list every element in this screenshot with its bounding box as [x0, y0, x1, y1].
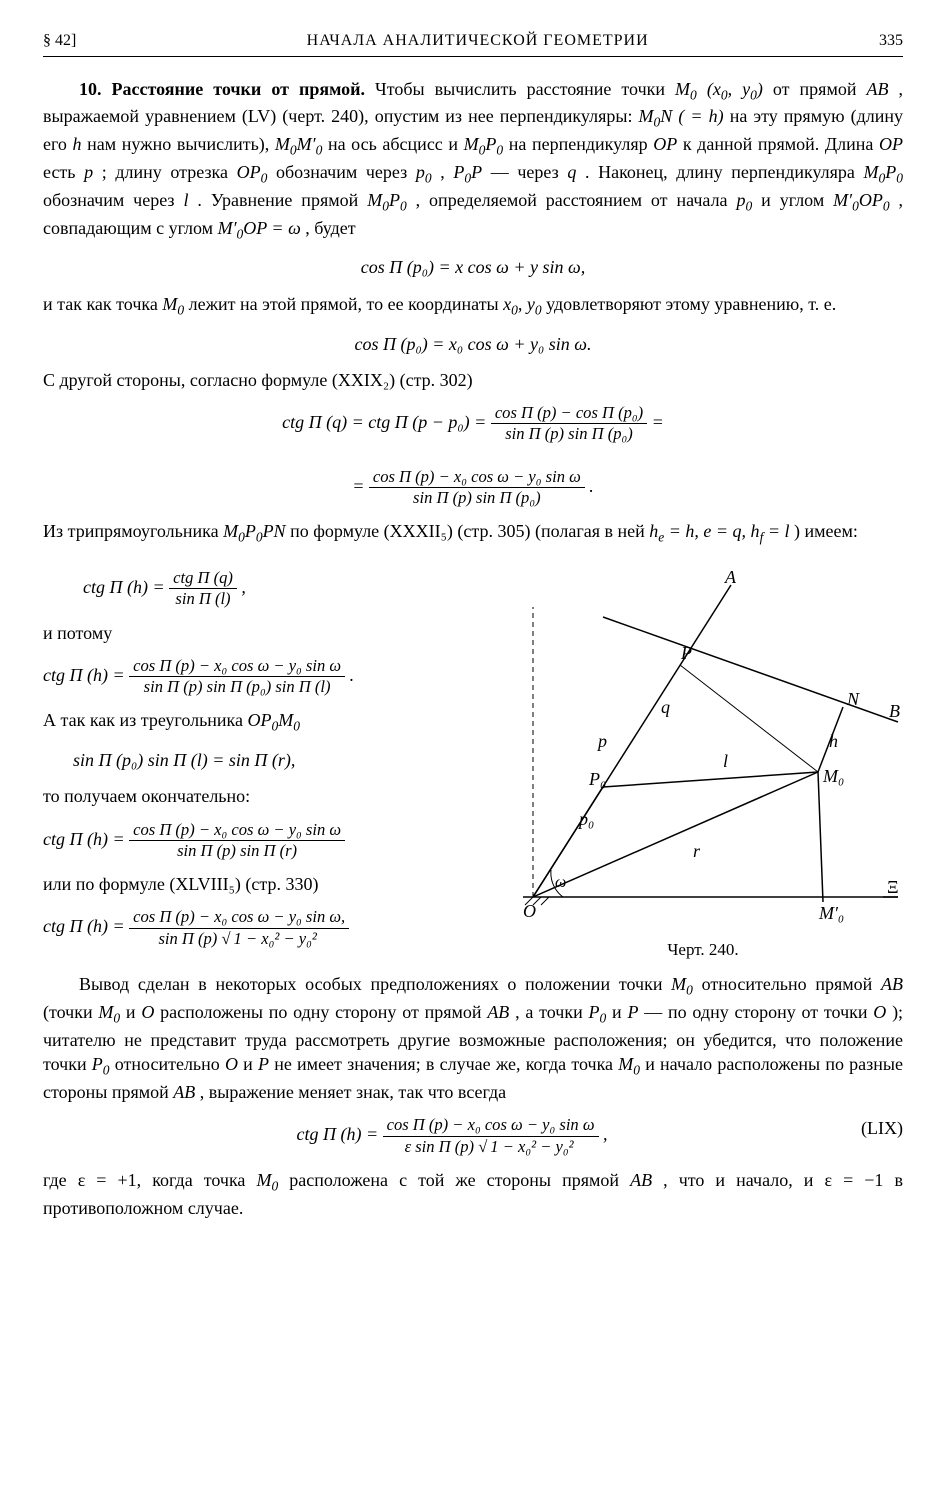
para-3: С другой стороны, согласно формуле (XXIX…	[43, 368, 903, 392]
svg-text:P₀: P₀	[588, 769, 606, 789]
svg-text:ω: ω	[555, 874, 566, 891]
svg-text:B: B	[889, 701, 900, 721]
para-4: Из трипрямоугольника M0P0PN по формуле (…	[43, 519, 903, 547]
sym-q: q	[567, 162, 576, 182]
sym-P: P	[627, 1002, 638, 1022]
sym-M0P0b: M0P0	[864, 162, 904, 182]
sym-M0P0PN: M0P0PN	[223, 521, 286, 541]
sym-P0d: P0	[589, 1002, 607, 1022]
sym-OP0: OP0	[237, 162, 268, 182]
sym-M0N: M0N ( = h)	[639, 106, 724, 126]
sym-M0P0c: M0P0	[367, 190, 407, 210]
sym-h: h	[73, 134, 82, 154]
sym-p0b: p0	[736, 190, 752, 210]
para-9: Вывод сделан в некоторых особых предполо…	[43, 972, 903, 1104]
sym-OP0M0: OP0M0	[248, 710, 301, 730]
para-5: и потому	[43, 621, 487, 645]
svg-text:M₀: M₀	[822, 766, 844, 786]
eq-1: cos Π (p₀) = x cos ω + y sin ω,	[43, 255, 903, 279]
svg-text:q: q	[661, 697, 670, 717]
para-8: или по формуле (XLVIII₅) (стр. 330)	[43, 872, 487, 896]
sym-M0xy: M0 (x0, y0)	[675, 79, 763, 99]
eq-7: ctg Π (h) = cos Π (p) − x₀ cos ω − y₀ si…	[43, 821, 487, 860]
svg-text:r: r	[693, 841, 701, 861]
svg-text:l: l	[723, 751, 728, 771]
para-2: и так как точка M0 лежит на этой прямой,…	[43, 292, 903, 320]
sym-M0f: M0	[256, 1170, 278, 1190]
para-10: где ε = +1, когда точка M0 расположена с…	[43, 1168, 903, 1220]
figure-240: O A P N B M₀ M′₀ Ξ P₀ p q l r p₀ h ω Чер…	[503, 557, 903, 962]
svg-text:N: N	[846, 689, 860, 709]
svg-text:P: P	[680, 643, 692, 663]
para-7: то получаем окончательно:	[43, 784, 487, 808]
two-column-block: ctg Π (h) = ctg Π (q) sin Π (l) , и пото…	[43, 557, 903, 962]
sym-O: O	[141, 1002, 154, 1022]
sym-x0y0: x0, y0	[503, 294, 542, 314]
eq-3: ctg Π (q) = ctg Π (p − p₀) = cos Π (p) −…	[43, 404, 903, 507]
eq-label-LIX: (LIX)	[861, 1116, 903, 1140]
sym-Pb: P	[258, 1054, 269, 1074]
diagram-svg: O A P N B M₀ M′₀ Ξ P₀ p q l r p₀ h ω	[503, 557, 903, 927]
svg-text:M′₀: M′₀	[818, 903, 844, 923]
section-ref: § 42]	[43, 30, 76, 52]
sym-AB: AB	[867, 79, 889, 99]
chapter-title: НАЧАЛА АНАЛИТИЧЕСКОЙ ГЕОМЕТРИИ	[307, 30, 649, 52]
sym-M0c: M0	[671, 974, 693, 994]
page-header: § 42] НАЧАЛА АНАЛИТИЧЕСКОЙ ГЕОМЕТРИИ 335	[43, 30, 903, 57]
para-6: А так как из треугольника OP0M0	[43, 708, 487, 736]
sym-Oc: O	[225, 1054, 238, 1074]
sym-Ob: O	[873, 1002, 886, 1022]
sym-M0d: M0	[98, 1002, 120, 1022]
sym-M0P0: M0P0	[464, 134, 504, 154]
svg-text:Ξ: Ξ	[887, 877, 899, 897]
sym-M0e: M0	[618, 1054, 640, 1074]
sym-ABc: AB	[487, 1002, 509, 1022]
sym-OP: OP	[653, 134, 677, 154]
eq-6: sin Π (p₀) sin Π (l) = sin Π (r),	[73, 748, 487, 772]
sym-P0P: P0P	[453, 162, 482, 182]
sym-P0e: P0	[92, 1054, 110, 1074]
figure-caption: Черт. 240.	[503, 939, 903, 962]
eq-4: ctg Π (h) = ctg Π (q) sin Π (l) ,	[83, 569, 487, 608]
sym-l: l	[183, 190, 188, 210]
sym-ABd: AB	[173, 1082, 195, 1102]
svg-text:p₀: p₀	[577, 809, 594, 829]
sym-M0b: M0	[162, 294, 184, 314]
sym-he-eq: he = h, e = q, hf = l	[649, 521, 789, 541]
sym-p: p	[84, 162, 93, 182]
eq-5: ctg Π (h) = cos Π (p) − x₀ cos ω − y₀ si…	[43, 657, 487, 696]
svg-text:A: A	[724, 567, 737, 587]
sym-OP2: OP	[879, 134, 903, 154]
eq-2: cos Π (p₀) = x₀ cos ω + y₀ sin ω.	[43, 332, 903, 356]
sym-M0pOP: M′0OP = ω	[218, 218, 301, 238]
svg-text:O: O	[523, 901, 536, 921]
sym-M0pOP0: M′0OP0	[833, 190, 889, 210]
sym-M0M0p: M0M′0	[275, 134, 322, 154]
sym-ABe: AB	[630, 1170, 652, 1190]
page-number: 335	[879, 30, 903, 52]
left-column: ctg Π (h) = ctg Π (q) sin Π (l) , и пото…	[43, 557, 487, 960]
section-num: 10.	[79, 79, 102, 99]
sym-ABb: AB	[881, 974, 903, 994]
sym-p0: p0	[416, 162, 432, 182]
eq-9: ctg Π (h) = cos Π (p) − x₀ cos ω − y₀ si…	[43, 1116, 903, 1155]
svg-text:p: p	[596, 731, 607, 751]
section-title: Расстояние точки от прямой.	[112, 79, 365, 99]
para-1: 10. Расстояние точки от прямой. Чтобы вы…	[43, 77, 903, 244]
svg-text:h: h	[829, 731, 838, 751]
eq-8: ctg Π (h) = cos Π (p) − x₀ cos ω − y₀ si…	[43, 908, 487, 947]
